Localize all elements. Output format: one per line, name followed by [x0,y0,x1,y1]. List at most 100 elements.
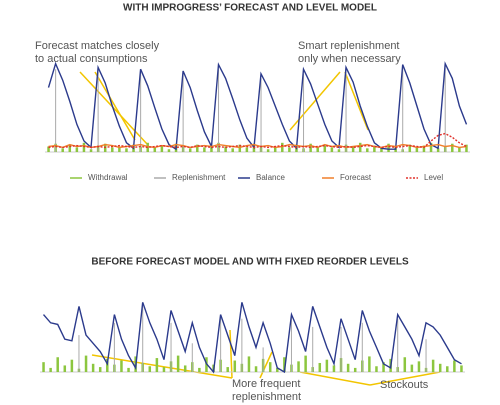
bar [460,365,463,372]
bar [220,314,222,372]
bar [191,343,193,372]
bar [56,357,59,372]
bar [196,144,199,152]
bar [337,149,341,152]
bar [106,358,109,372]
bar [203,147,206,152]
bar [160,145,164,152]
bar [140,72,142,152]
bar [49,367,52,372]
bar [297,361,300,372]
bar [345,71,347,152]
bar [91,363,95,372]
bar [303,73,305,152]
pointers [79,71,441,386]
annotation: to actual consumptions [35,53,148,65]
bar [89,149,93,152]
pointer [229,329,233,379]
bar [142,306,144,372]
bar [268,362,272,372]
line [47,61,468,151]
bar [397,318,399,372]
bar [63,365,67,372]
pointer [299,371,371,386]
bar [330,147,334,152]
bar [288,147,291,152]
line [48,132,467,149]
bar [183,365,187,372]
bar [55,69,57,152]
bar [402,67,404,152]
bar [281,142,284,152]
bar [218,69,220,152]
bar [422,145,426,152]
bar [210,145,213,152]
bar [247,356,251,372]
bar [68,144,72,152]
legend-label: Replenishment [172,173,226,182]
bar [403,357,407,372]
bar [361,322,363,372]
bar [325,359,329,372]
bar [444,67,446,152]
bar [382,362,385,372]
bar [231,148,234,152]
bar [417,361,421,372]
bar [97,71,99,152]
bar [84,355,88,372]
bar [451,143,454,152]
bar [415,147,419,152]
bar [155,358,159,372]
bar [429,142,433,152]
bar [198,367,201,372]
bar [61,148,64,152]
bar [42,362,45,372]
bar [387,143,390,152]
chart: BEFORE FORECAST MODEL AND WITH FIXED REO… [40,257,465,403]
bar [167,149,171,152]
bar [373,145,376,152]
bar [368,356,371,372]
bar [346,363,350,372]
bar [304,355,307,372]
bar [70,359,74,372]
bar [111,147,114,152]
bar [340,326,342,372]
bar [162,367,166,372]
line [48,143,467,149]
legend-label: Level [424,173,443,182]
bar [276,367,279,372]
bar [148,366,152,372]
pointer [289,71,341,131]
bar [290,314,292,372]
bar [323,145,327,152]
bar [153,147,157,152]
bar [170,322,172,372]
bar [436,148,440,152]
bar [118,146,121,152]
annotation: Forecast matches closely [35,40,160,52]
pointer [369,371,441,386]
bar [224,146,227,152]
bar [245,147,249,152]
bar [233,360,237,372]
annotation: Smart replenishment [298,40,400,52]
bar [353,367,357,372]
pointer [94,71,136,141]
bar [366,148,369,152]
bar [408,144,412,152]
bar [316,146,319,152]
legend-label: Forecast [340,173,372,182]
bar [75,147,79,152]
bar [425,339,427,372]
bar [358,142,362,152]
annotation: Stockouts [380,379,429,391]
bar [98,367,102,372]
bar [182,73,184,152]
bar [351,146,355,152]
bar [238,144,242,152]
legend-label: Withdrawal [88,173,128,182]
bar [146,142,149,152]
pointer [344,71,369,131]
bar [262,347,264,372]
